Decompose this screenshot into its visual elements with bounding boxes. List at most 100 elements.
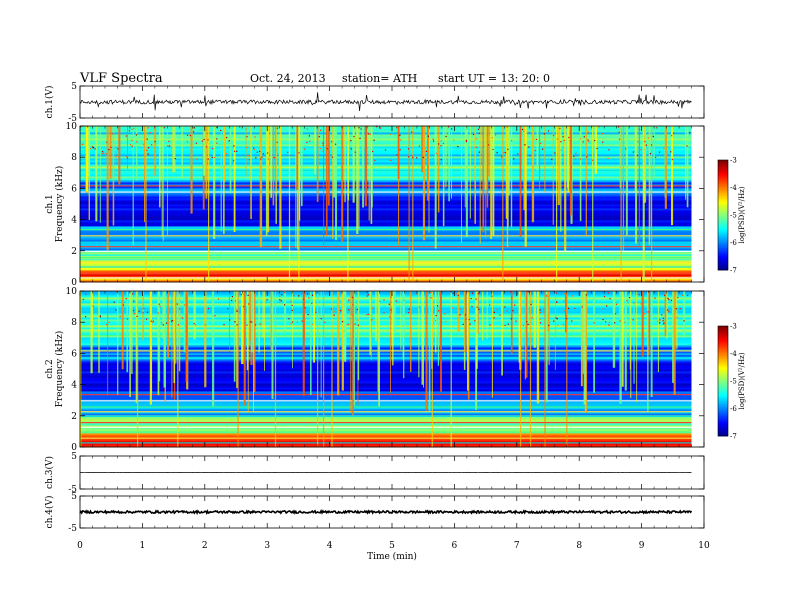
colorbar-segment <box>718 382 728 386</box>
colorbar-segment <box>718 182 728 185</box>
spectrogram-band <box>80 301 692 304</box>
sferic-streak <box>352 126 355 203</box>
spectrogram-band <box>80 341 692 344</box>
psd-speckle <box>350 148 352 150</box>
psd-speckle <box>161 322 163 324</box>
psd-speckle <box>153 154 155 156</box>
sferic-streak <box>181 126 183 179</box>
psd-speckle <box>507 148 509 150</box>
psd-speckle <box>510 318 512 320</box>
psd-speckle <box>507 323 509 325</box>
psd-speckle <box>236 324 238 326</box>
sferic-streak <box>502 126 504 282</box>
psd-speckle <box>539 312 541 314</box>
spectrogram-band <box>80 270 692 273</box>
sferic-streak <box>440 291 442 392</box>
psd-speckle <box>276 127 278 129</box>
psd-speckle <box>438 310 440 312</box>
sferic-streak <box>350 291 352 413</box>
psd-speckle <box>203 138 205 141</box>
sferic-streak <box>129 291 131 397</box>
colorbar-segment <box>718 425 728 428</box>
colorbar-segment <box>718 353 728 356</box>
psd-speckle <box>451 307 453 309</box>
sferic-streak <box>98 291 100 373</box>
psd-speckle <box>637 141 639 143</box>
sferic-streak <box>172 126 175 173</box>
sferic-streak <box>112 126 115 226</box>
spectrogram-band <box>80 280 692 283</box>
spectrogram-band <box>80 174 692 177</box>
sferic-streak <box>539 126 541 191</box>
sferic-streak <box>508 126 510 196</box>
psd-speckle <box>450 291 452 293</box>
spectrogram-band <box>80 210 692 213</box>
psd-speckle <box>166 322 168 324</box>
colorbar-frame <box>717 325 729 437</box>
spectrogram-line <box>80 442 692 444</box>
psd-speckle <box>608 324 610 326</box>
y-tick-label: 0 <box>71 278 77 288</box>
psd-speckle <box>585 294 587 296</box>
psd-speckle <box>618 138 621 140</box>
psd-speckle <box>539 309 541 311</box>
spectrogram-band <box>80 168 692 171</box>
psd-speckle <box>220 129 222 131</box>
spectrogram-band <box>80 299 692 302</box>
spectrogram-band <box>80 363 692 366</box>
psd-speckle <box>298 152 300 154</box>
sferic-streak <box>288 126 291 282</box>
spectrogram-band <box>80 238 692 241</box>
spectrogram-band <box>80 329 692 332</box>
psd-speckle <box>427 126 429 128</box>
spectrogram-band <box>80 385 692 388</box>
y-tick-label: 8 <box>71 153 77 163</box>
spectrogram-band <box>80 182 692 185</box>
sferic-streak <box>274 291 277 447</box>
psd-speckle <box>598 126 600 128</box>
sferic-streak <box>142 291 144 341</box>
psd-speckle <box>608 149 610 151</box>
psd-speckle <box>234 300 236 302</box>
sferic-streak <box>397 126 400 179</box>
psd-speckle <box>434 319 437 322</box>
colorbar-segment <box>718 204 728 207</box>
psd-speckle <box>478 151 480 153</box>
sferic-streak <box>347 126 349 282</box>
psd-speckle <box>539 318 541 320</box>
psd-speckle <box>459 314 461 316</box>
psd-speckle <box>564 293 566 295</box>
colorbar-segment <box>718 224 728 227</box>
psd-speckle <box>396 154 398 156</box>
psd-speckle <box>306 293 309 295</box>
psd-speckle <box>367 294 370 296</box>
psd-speckle <box>212 147 214 150</box>
psd-speckle <box>440 145 442 147</box>
sferic-streak <box>398 126 400 246</box>
sferic-streak <box>536 291 540 404</box>
spectrogram-line <box>80 437 692 439</box>
colorbar-segment <box>718 388 728 391</box>
colorbar-segment <box>718 355 728 358</box>
sferic-streak <box>109 126 112 179</box>
psd-speckle <box>90 148 92 150</box>
psd-speckle <box>524 144 526 146</box>
psd-speckle <box>147 127 149 129</box>
psd-speckle <box>638 128 640 130</box>
psd-speckle <box>517 153 519 155</box>
colorbar-segment <box>718 370 728 373</box>
psd-speckle <box>542 148 544 150</box>
sferic-streak <box>418 291 420 378</box>
chart-title: VLF Spectra <box>80 71 163 86</box>
psd-speckle <box>640 303 642 305</box>
psd-speckle <box>465 314 467 316</box>
sferic-streak <box>317 291 319 447</box>
spectrogram-band <box>80 439 692 442</box>
psd-speckle <box>664 294 666 296</box>
y-tick-label: 6 <box>71 349 77 359</box>
psd-speckle <box>476 138 478 140</box>
psd-speckle <box>383 299 385 301</box>
psd-speckle <box>495 134 497 136</box>
sferic-streak <box>167 126 168 237</box>
sferic-streak <box>356 126 359 234</box>
